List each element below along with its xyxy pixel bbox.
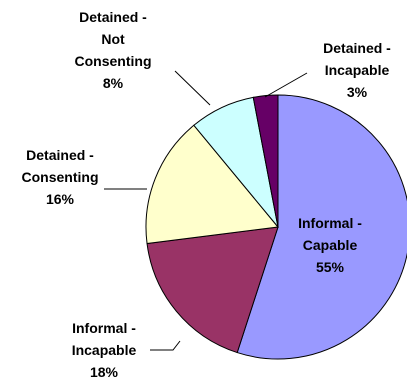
slice-informal-capable	[236, 94, 407, 360]
leader-line-detained-incapable	[264, 72, 308, 98]
slice-detained-consenting	[145, 124, 279, 245]
slice-detained-incapable	[252, 94, 279, 228]
data-label-detained-consenting: Detained -Consenting 16%	[22, 147, 99, 207]
labels: Informal -Capable 55% Informal -Incapable 1…	[22, 9, 392, 380]
data-label-detained-incapable: Detained -Incapable 3%	[323, 40, 391, 100]
leader-line-detained-not-consenting	[174, 70, 211, 106]
data-label-detained-not-consenting: Detained -Not Consenting 8%	[75, 9, 152, 91]
data-label-informal-capable: Informal -Capable 55%	[298, 215, 362, 275]
slice-informal-incapable	[146, 226, 279, 354]
data-label-informal-incapable: Informal -Incapable 18%	[72, 320, 137, 380]
slices	[145, 94, 407, 360]
leader-line-informal-incapable	[150, 340, 181, 351]
